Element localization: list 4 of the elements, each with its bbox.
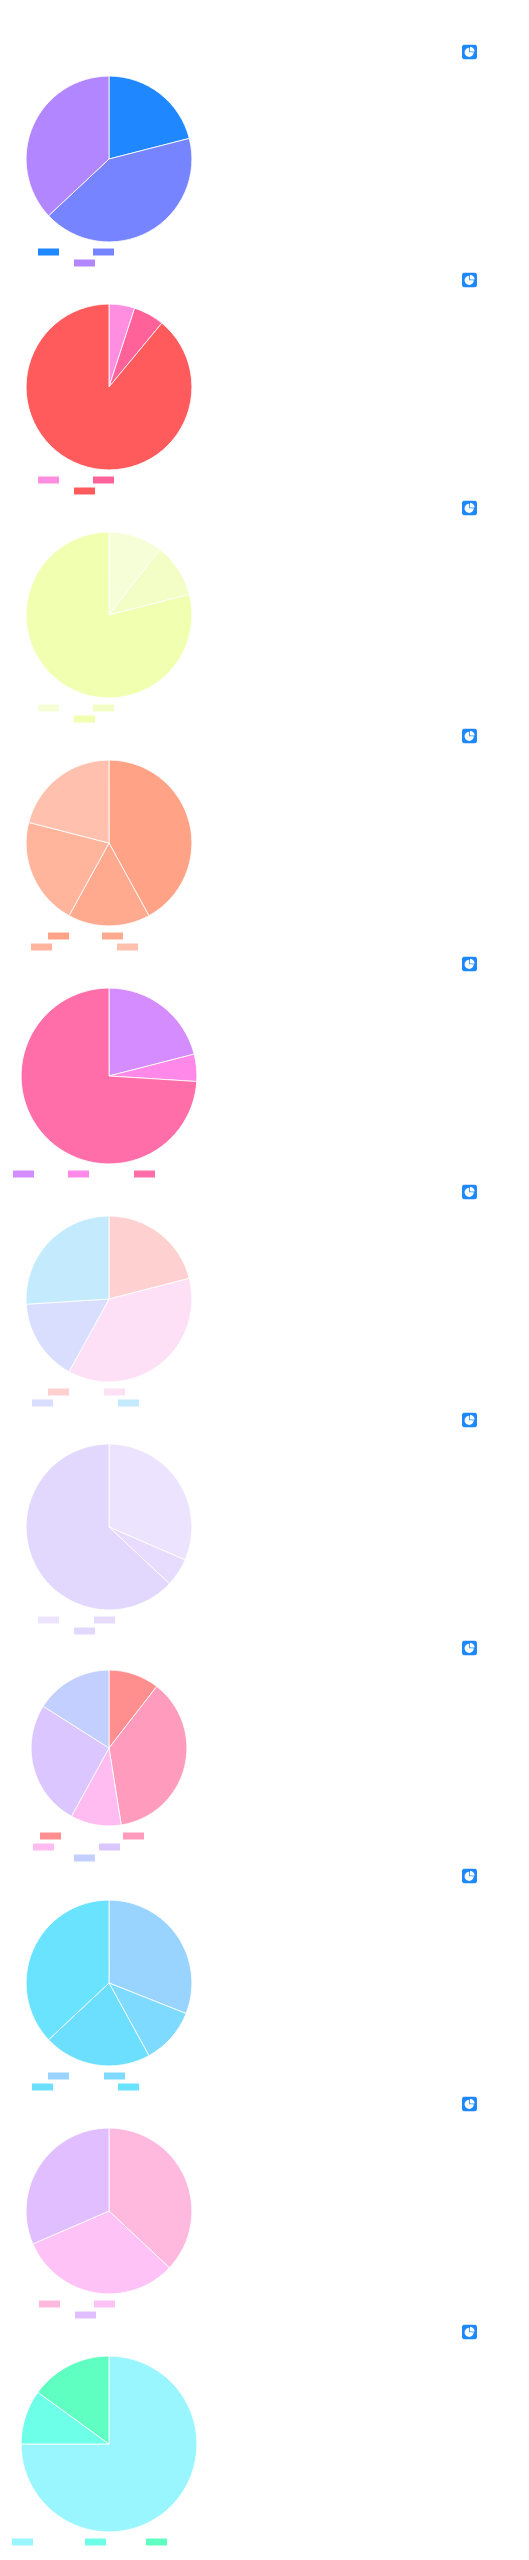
pie-slice — [25, 303, 193, 471]
pie-slice — [20, 2355, 198, 2533]
pie-slice — [20, 987, 198, 1165]
pie-slice — [25, 531, 193, 699]
